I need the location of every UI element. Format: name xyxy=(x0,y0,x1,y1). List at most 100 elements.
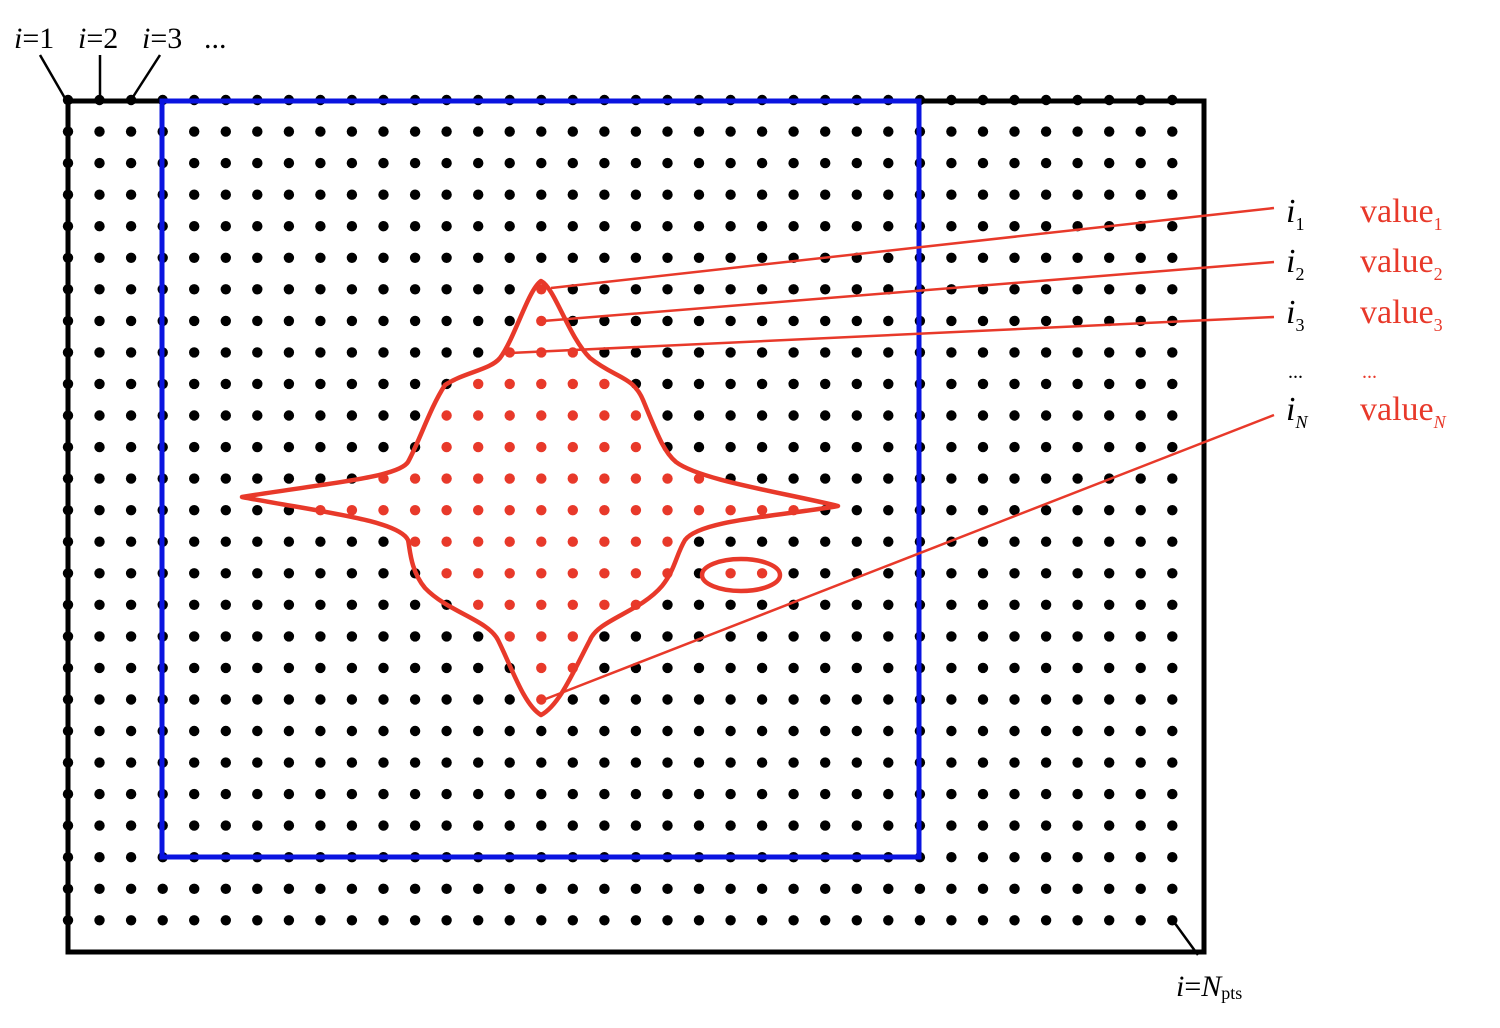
grid-point xyxy=(189,505,199,515)
grid-point xyxy=(820,347,830,357)
grid-point xyxy=(1072,726,1082,736)
grid-point xyxy=(694,757,704,767)
grid-point xyxy=(378,379,388,389)
grid-point xyxy=(978,221,988,231)
grid-point xyxy=(505,253,515,263)
grid-point xyxy=(536,915,546,925)
grid-point xyxy=(1072,820,1082,830)
label-i-equals-npts: i=Npts xyxy=(1176,970,1242,1003)
grid-point xyxy=(1136,757,1146,767)
grid-point xyxy=(599,126,609,136)
grid-point xyxy=(315,221,325,231)
selected-grid-point xyxy=(568,631,578,641)
grid-point xyxy=(1009,410,1019,420)
grid-point xyxy=(126,379,136,389)
grid-point xyxy=(883,757,893,767)
grid-point xyxy=(820,757,830,767)
grid-point xyxy=(1167,600,1177,610)
grid-point xyxy=(315,253,325,263)
grid-point xyxy=(662,379,672,389)
grid-point xyxy=(725,347,735,357)
grid-point xyxy=(631,158,641,168)
grid-point xyxy=(599,631,609,641)
grid-point xyxy=(473,221,483,231)
selected-grid-point xyxy=(568,537,578,547)
grid-point xyxy=(1041,190,1051,200)
grid-point xyxy=(788,884,798,894)
grid-point xyxy=(441,694,451,704)
grid-point xyxy=(1104,852,1114,862)
selected-grid-point xyxy=(536,505,546,515)
grid-point xyxy=(347,537,357,547)
grid-point xyxy=(978,379,988,389)
grid-point xyxy=(410,284,420,294)
top-label-leaders xyxy=(40,55,1198,955)
grid-point xyxy=(126,694,136,704)
grid-point xyxy=(94,442,104,452)
grid-point xyxy=(189,789,199,799)
grid-point xyxy=(505,884,515,894)
grid-point xyxy=(725,537,735,547)
grid-point xyxy=(473,158,483,168)
grid-point xyxy=(126,757,136,767)
grid-point xyxy=(725,158,735,168)
grid-point xyxy=(1072,473,1082,483)
grid-point xyxy=(757,537,767,547)
grid-point xyxy=(94,726,104,736)
grid-point xyxy=(252,505,262,515)
grid-point xyxy=(1009,789,1019,799)
grid-point xyxy=(1167,347,1177,357)
grid-point xyxy=(788,316,798,326)
grid-point xyxy=(441,820,451,830)
grid-point xyxy=(978,410,988,420)
grid-point xyxy=(631,726,641,736)
grid-point xyxy=(1072,126,1082,136)
grid-point xyxy=(852,347,862,357)
grid-point xyxy=(1009,884,1019,894)
grid-point xyxy=(820,473,830,483)
grid-point xyxy=(252,537,262,547)
grid-point xyxy=(1136,347,1146,357)
grid-point xyxy=(473,663,483,673)
grid-point xyxy=(126,158,136,168)
grid-point xyxy=(820,884,830,894)
grid-point xyxy=(883,473,893,483)
selected-grid-point xyxy=(599,410,609,420)
grid-point xyxy=(599,915,609,925)
grid-point xyxy=(347,316,357,326)
selected-grid-point xyxy=(536,442,546,452)
grid-point xyxy=(568,253,578,263)
grid-point xyxy=(221,505,231,515)
grid-point xyxy=(852,631,862,641)
grid-point xyxy=(725,789,735,799)
selected-grid-point xyxy=(441,505,451,515)
grid-point xyxy=(946,316,956,326)
grid-point xyxy=(221,631,231,641)
grid-point xyxy=(1104,568,1114,578)
grid-point xyxy=(94,190,104,200)
grid-point xyxy=(441,126,451,136)
grid-point xyxy=(725,757,735,767)
label-i-equals-3: i=3 xyxy=(142,22,182,55)
grid-point xyxy=(820,915,830,925)
grid-point xyxy=(315,442,325,452)
grid-point xyxy=(1136,884,1146,894)
grid-point xyxy=(631,757,641,767)
grid-point xyxy=(978,473,988,483)
label-i-equals-1: i=1 xyxy=(14,22,54,55)
grid-point xyxy=(852,726,862,736)
grid-point xyxy=(378,694,388,704)
grid-point xyxy=(946,789,956,799)
grid-point xyxy=(252,694,262,704)
grid-point xyxy=(252,158,262,168)
grid-point xyxy=(94,663,104,673)
grid-point xyxy=(820,221,830,231)
grid-point xyxy=(315,884,325,894)
grid-point xyxy=(883,600,893,610)
grid-point xyxy=(1041,852,1051,862)
grid-point xyxy=(852,316,862,326)
selected-grid-point xyxy=(662,473,672,483)
grid-point xyxy=(725,694,735,704)
selected-grid-point xyxy=(631,473,641,483)
grid-point xyxy=(946,663,956,673)
